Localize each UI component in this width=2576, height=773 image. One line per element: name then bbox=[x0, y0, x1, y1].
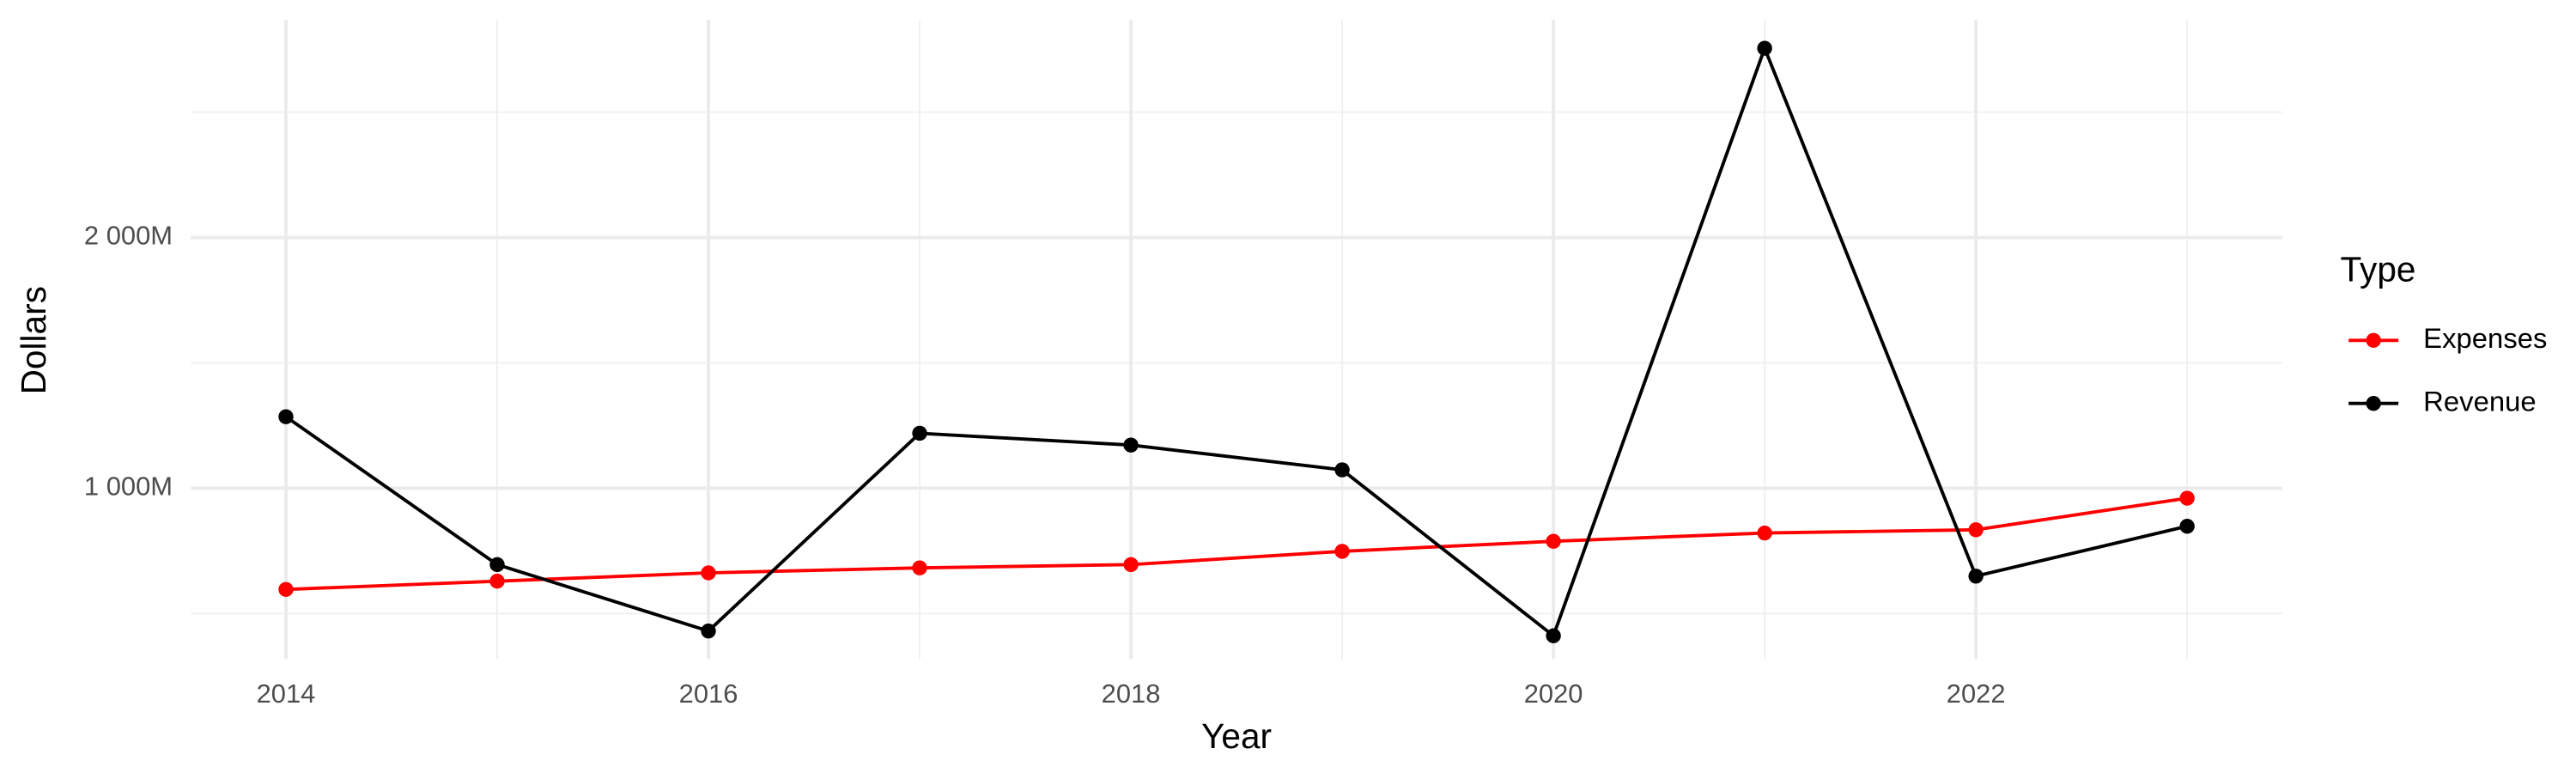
series-line bbox=[284, 43, 2188, 639]
data-point bbox=[489, 557, 505, 573]
x-tick-label: 2022 bbox=[1947, 679, 2006, 709]
x-axis-title: Year bbox=[1201, 716, 1272, 756]
series-line bbox=[285, 496, 2188, 592]
data-point bbox=[489, 573, 505, 589]
data-point bbox=[2179, 519, 2195, 534]
data-point bbox=[1968, 522, 1984, 538]
y-tick-label: 2 000M bbox=[84, 221, 173, 251]
data-point bbox=[278, 409, 294, 424]
x-tick-label: 2018 bbox=[1102, 679, 1161, 709]
x-tick-label: 2016 bbox=[679, 679, 738, 709]
data-point bbox=[1968, 569, 1984, 584]
x-tick-label: 2014 bbox=[257, 679, 316, 709]
data-point bbox=[1546, 533, 1561, 549]
data-point bbox=[1757, 525, 1772, 541]
data-point bbox=[912, 560, 927, 575]
data-point bbox=[278, 581, 294, 597]
data-point bbox=[1757, 40, 1772, 56]
legend-title: Type bbox=[2341, 250, 2416, 289]
data-point bbox=[701, 624, 716, 639]
data-point bbox=[1334, 462, 1350, 478]
legend-label: Expenses bbox=[2423, 322, 2547, 354]
data-point bbox=[1123, 437, 1139, 453]
x-tick-label: 2020 bbox=[1524, 679, 1583, 709]
y-axis-title: Dollars bbox=[14, 286, 53, 394]
data-point bbox=[2179, 490, 2195, 506]
legend-label: Revenue bbox=[2423, 385, 2537, 417]
data-point bbox=[912, 425, 927, 441]
data-point bbox=[1546, 628, 1561, 643]
data-point bbox=[1123, 557, 1139, 573]
legend-marker bbox=[2366, 396, 2381, 411]
data-point bbox=[1334, 544, 1350, 559]
legend-marker bbox=[2366, 332, 2381, 348]
data-point bbox=[701, 565, 716, 581]
y-tick-label: 1 000M bbox=[84, 472, 173, 502]
